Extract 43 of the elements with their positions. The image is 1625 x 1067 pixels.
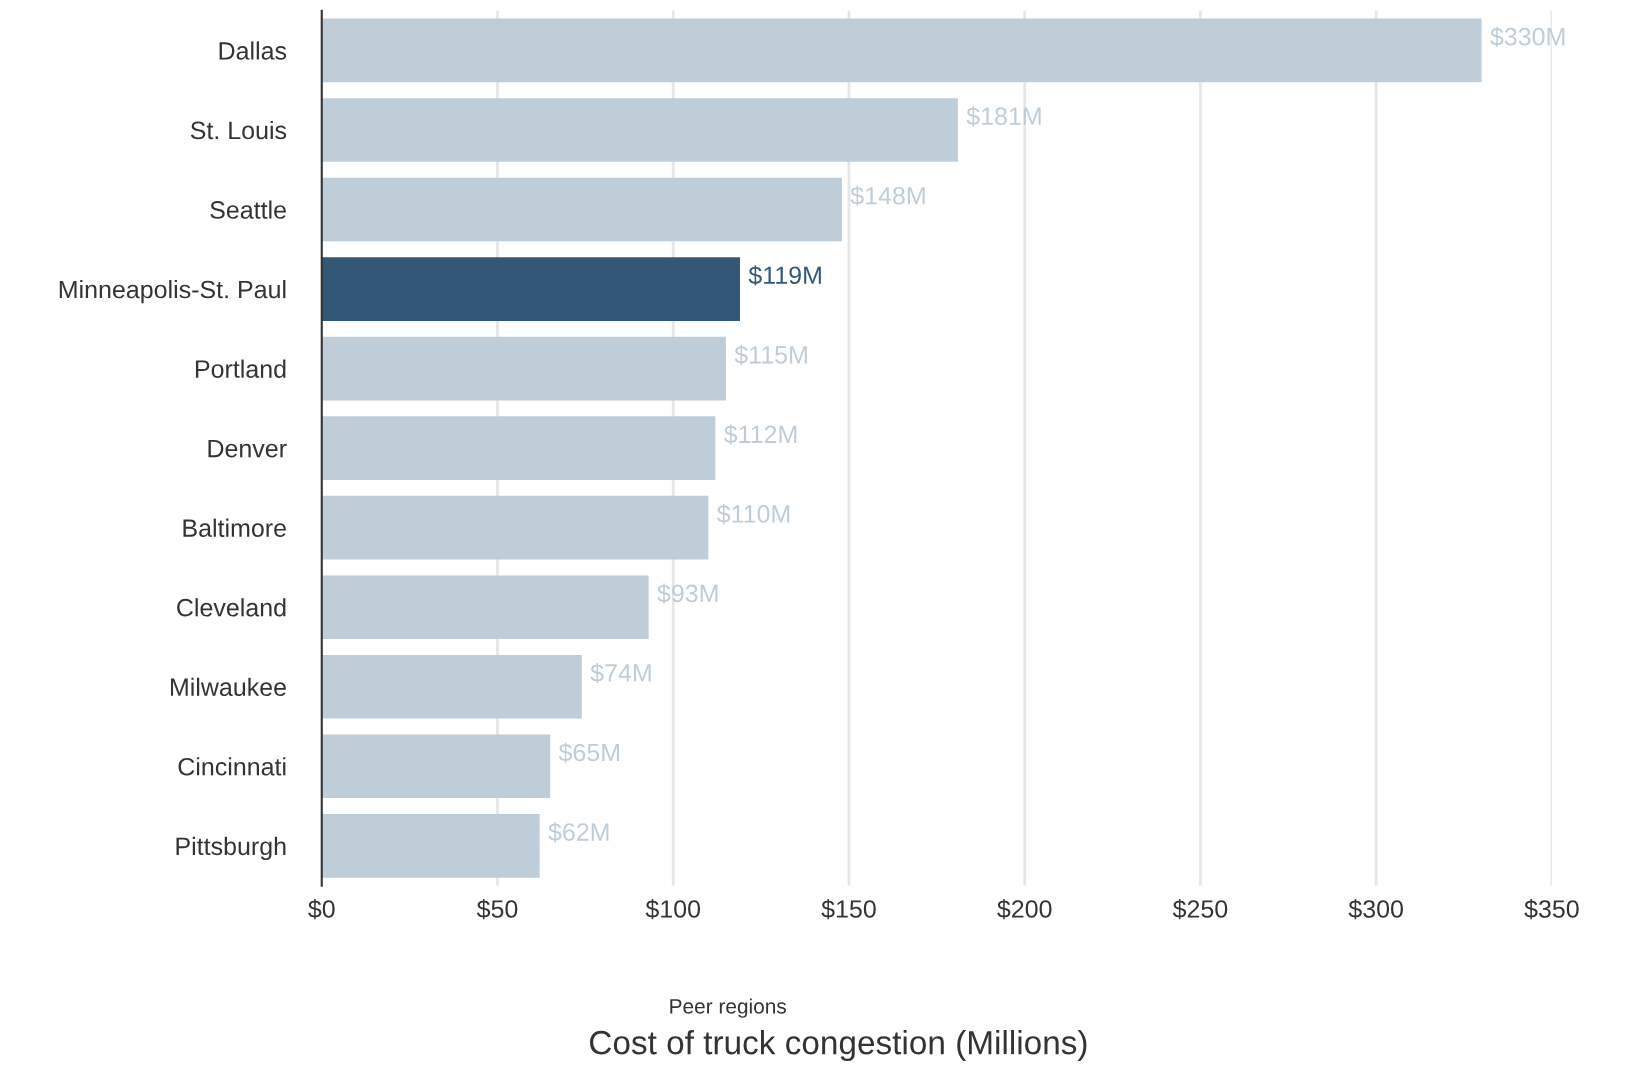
y-tick-label: Seattle [210,200,286,219]
data-label: $330M [1490,26,1565,47]
y-tick-label: Cincinnati [178,757,286,776]
y-tick-label: Denver [208,440,287,458]
x-tick-label: $0 [308,899,335,920]
data-label: $74M [590,663,651,684]
x-tick-label: $150 [821,899,876,920]
x-tick-label: $250 [1172,899,1228,920]
data-label: $110M [716,503,790,525]
data-label: $148M [850,185,925,207]
x-tick-label: $50 [476,899,518,920]
y-tick-label: Minneapolis-St. Paul [59,280,286,304]
y-tick-label: Dallas [219,41,287,60]
bar [321,495,709,560]
text: Peer regions [670,998,787,1018]
y-tick-label: Baltimore [183,518,286,537]
x-tick-label: $350 [1524,899,1579,920]
data-label: $62M [548,822,609,843]
data-label: $181M [966,106,1041,127]
bar [321,416,716,480]
y-tick-label: Portland [195,359,286,378]
y-tick-label: Milwaukee [170,677,286,697]
x-tick-label: $100 [645,899,701,920]
bar [321,814,540,878]
bar [321,177,842,242]
bar [321,18,1482,83]
bar [321,734,551,799]
bar [321,257,740,321]
y-tick-label: St. Louis [190,120,287,140]
data-label: $65M [558,742,620,763]
y-tick-label: Pittsburgh [176,836,286,861]
x-tick-label: $200 [997,899,1052,920]
x-tick-label: $300 [1348,899,1403,920]
bar [321,575,649,640]
data-label: $115M [734,344,807,366]
x-axis-title: Cost of truck congestion (Millions) [590,1029,1087,1062]
y-tick-label: Cleveland [177,598,286,617]
bar [321,336,726,401]
data-label: $112M [723,424,797,445]
bar [321,98,958,162]
data-label: $119M [748,265,821,286]
data-label: $93M [657,583,718,604]
bar [321,654,582,719]
